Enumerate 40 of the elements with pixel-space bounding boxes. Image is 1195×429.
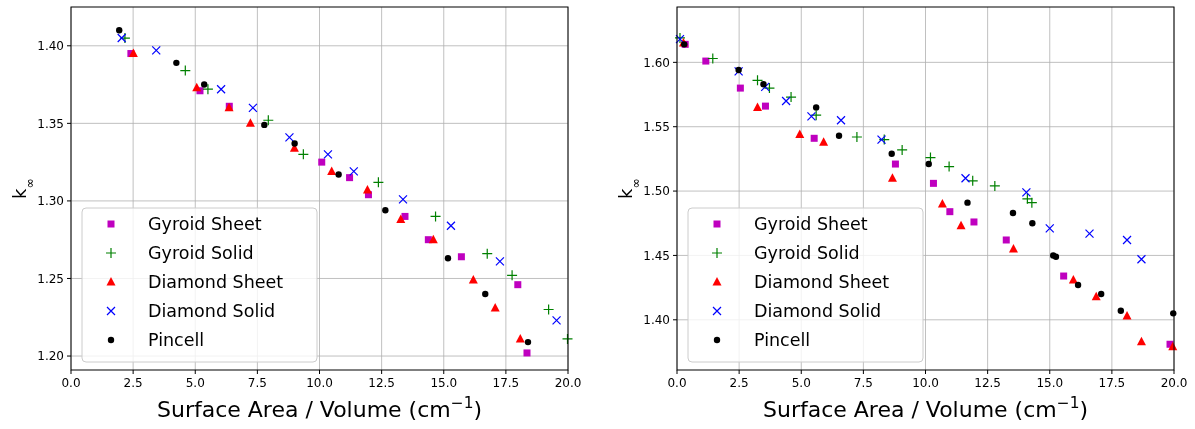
y-tick-label: 1.20 xyxy=(37,349,64,364)
legend-label: Gyroid Solid xyxy=(148,243,254,264)
x-tick-label: 7.5 xyxy=(853,376,873,390)
y-tick-label: 1.60 xyxy=(643,55,670,70)
x-tick-label: 12.5 xyxy=(974,376,1001,390)
legend-label: Diamond Solid xyxy=(754,301,882,322)
x-tick-label: 12.5 xyxy=(368,376,395,390)
legend-label: Diamond Sheet xyxy=(754,272,890,293)
x-tick-label: 17.5 xyxy=(492,376,520,390)
x-tick-label: 7.5 xyxy=(247,376,267,390)
x-tick-label: 15.0 xyxy=(430,376,458,390)
x-tick-label: 20.0 xyxy=(1160,376,1188,390)
legend-label: Diamond Sheet xyxy=(148,272,284,293)
y-tick-label: 1.45 xyxy=(643,248,670,263)
legend-label: Diamond Solid xyxy=(148,301,276,322)
y-tick-label: 1.55 xyxy=(643,119,670,134)
x-tick-label: 17.5 xyxy=(1098,376,1126,390)
x-axis-title: Surface Area / Volume (cm$^{−1}$) xyxy=(762,394,1089,422)
legend-label: Gyroid Sheet xyxy=(754,214,868,235)
x-tick-label: 15.0 xyxy=(1036,376,1064,390)
x-axis-title: Surface Area / Volume (cm$^{−1}$) xyxy=(156,394,483,422)
legend-label: Pincell xyxy=(754,330,811,351)
y-tick-label: 1.25 xyxy=(37,271,64,286)
y-tick-label: 1.30 xyxy=(37,194,64,209)
x-tick-label: 10.0 xyxy=(912,376,939,390)
legend-label: Gyroid Solid xyxy=(754,243,860,264)
x-tick-label: 0.0 xyxy=(667,376,687,390)
x-tick-label: 2.5 xyxy=(729,376,749,390)
x-tick-label: 0.0 xyxy=(61,376,81,390)
legend-label: Gyroid Sheet xyxy=(148,214,262,235)
x-tick-label: 2.5 xyxy=(123,376,143,390)
y-tick-label: 1.40 xyxy=(37,38,64,53)
x-tick-label: 5.0 xyxy=(791,376,811,390)
x-tick-label: 10.0 xyxy=(306,376,333,390)
x-tick-label: 5.0 xyxy=(185,376,205,390)
x-tick-label: 20.0 xyxy=(554,376,582,390)
y-tick-label: 1.50 xyxy=(643,184,670,199)
y-tick-label: 1.40 xyxy=(643,313,670,327)
legend-label: Pincell xyxy=(148,330,205,351)
y-tick-label: 1.35 xyxy=(37,116,64,131)
